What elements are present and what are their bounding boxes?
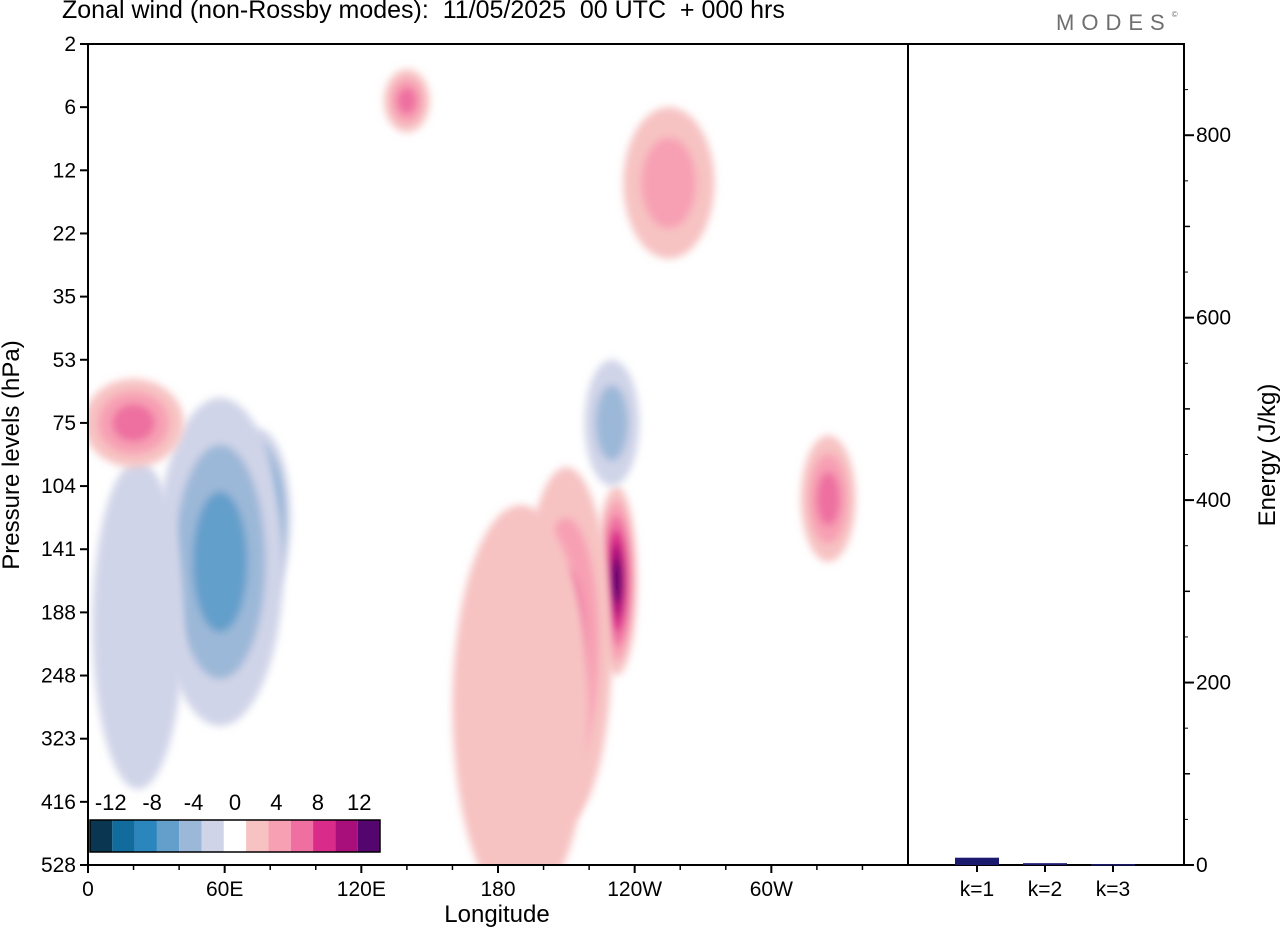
contour-level: [611, 558, 622, 603]
energy-tick-label: 200: [1196, 672, 1231, 695]
colorbar-swatch: [179, 820, 202, 852]
contour-level: [595, 385, 629, 461]
anomaly-blob-easterly: [584, 359, 640, 487]
anomaly-blob-westerly: [88, 378, 184, 468]
contour-level: [641, 137, 697, 229]
x-tick-label: 60E: [206, 878, 243, 901]
colorbar-swatch: [112, 820, 135, 852]
colorbar-label: -12: [95, 790, 127, 815]
y-tick-label: 528: [41, 854, 76, 877]
y-axis: 2 6 12 22 35 53 75 104 141 188 248 323 416 528: [41, 33, 88, 877]
x-tick-label: 60W: [750, 878, 793, 901]
x-axis-title: Longitude: [444, 901, 549, 928]
energy-tick-label: 600: [1196, 307, 1231, 330]
energy-bar-panel: 0 200 400 600 800 k=1 k=2 k=3: [907, 43, 1231, 901]
contour-level: [192, 491, 248, 633]
modes-logo: MODES©: [1056, 10, 1178, 36]
y-tick-label: 2: [64, 33, 76, 56]
anomaly-blob-westerly: [623, 107, 715, 259]
logo-text: MODES: [1056, 10, 1172, 35]
heatmap-field: [88, 69, 856, 865]
y-tick-label: 141: [41, 538, 76, 561]
x-tick-label: 180: [480, 878, 515, 901]
y-tick-label: 6: [64, 96, 76, 119]
colorbar: -12 -8 -4 0 4 8 12: [89, 790, 381, 853]
anomaly-blob-easterly: [92, 460, 184, 790]
colorbar-swatch: [201, 820, 224, 852]
colorbar-swatch: [90, 820, 113, 852]
energy-tick-label: 0: [1196, 854, 1208, 877]
colorbar-swatch: [223, 820, 247, 852]
energy-category-label: k=1: [960, 878, 994, 901]
energy-axis-title: Energy (J/kg): [1254, 384, 1280, 527]
colorbar-swatch: [313, 820, 336, 852]
colorbar-border: [89, 819, 381, 853]
colorbar-label: 12: [347, 790, 371, 815]
energy-frame: [907, 43, 1185, 866]
contour-level: [816, 471, 840, 526]
contour-level: [452, 505, 590, 865]
colorbar-label: 0: [229, 790, 241, 815]
colorbar-swatch: [156, 820, 180, 852]
energy-tick-label: 800: [1196, 124, 1231, 147]
x-axis: 0 60E 120E 180 120W 60W: [82, 865, 864, 901]
colorbar-label: -4: [184, 790, 204, 815]
x-tick-label: 0: [82, 878, 94, 901]
colorbar-swatch: [335, 820, 358, 852]
colorbar-label: 4: [270, 790, 282, 815]
energy-category-label: k=2: [1028, 878, 1062, 901]
y-tick-label: 75: [53, 412, 76, 435]
chart-title: Zonal wind (non-Rossby modes): 11/05/202…: [62, 0, 785, 24]
y-tick-label: 104: [41, 475, 76, 498]
anomaly-blob-westerly: [384, 69, 430, 133]
colorbar-swatch: [357, 820, 380, 852]
logo-mark: ©: [1171, 10, 1178, 19]
y-tick-label: 22: [53, 222, 76, 245]
y-tick-label: 416: [41, 791, 76, 814]
contour-level: [112, 403, 156, 442]
anomaly-blob-easterly: [156, 397, 284, 727]
energy-bar: [955, 857, 999, 865]
x-tick-label: 120E: [337, 878, 386, 901]
energy-category-label: k=3: [1096, 878, 1130, 901]
y-tick-label: 188: [41, 601, 76, 624]
x-tick-label: 120W: [607, 878, 662, 901]
anomaly-blob-westerly: [452, 505, 590, 865]
energy-bar: [1091, 864, 1135, 866]
y-tick-label: 323: [41, 728, 76, 751]
y-axis-title: Pressure levels (hPa): [0, 340, 25, 569]
colorbar-swatch: [290, 820, 314, 852]
contour-level: [397, 87, 417, 115]
colorbar-label: 8: [312, 790, 324, 815]
y-tick-label: 53: [53, 349, 76, 372]
colorbar-swatch: [246, 820, 269, 852]
y-tick-label: 12: [53, 159, 76, 182]
colorbar-swatch: [268, 820, 291, 852]
energy-bar: [1023, 863, 1067, 865]
y-tick-label: 35: [53, 286, 76, 309]
anomaly-blob-westerly: [800, 435, 856, 562]
energy-tick-label: 400: [1196, 489, 1231, 512]
colorbar-label: -8: [142, 790, 162, 815]
contour-level: [92, 460, 184, 790]
colorbar-swatch: [134, 820, 157, 852]
y-tick-label: 248: [41, 665, 76, 688]
